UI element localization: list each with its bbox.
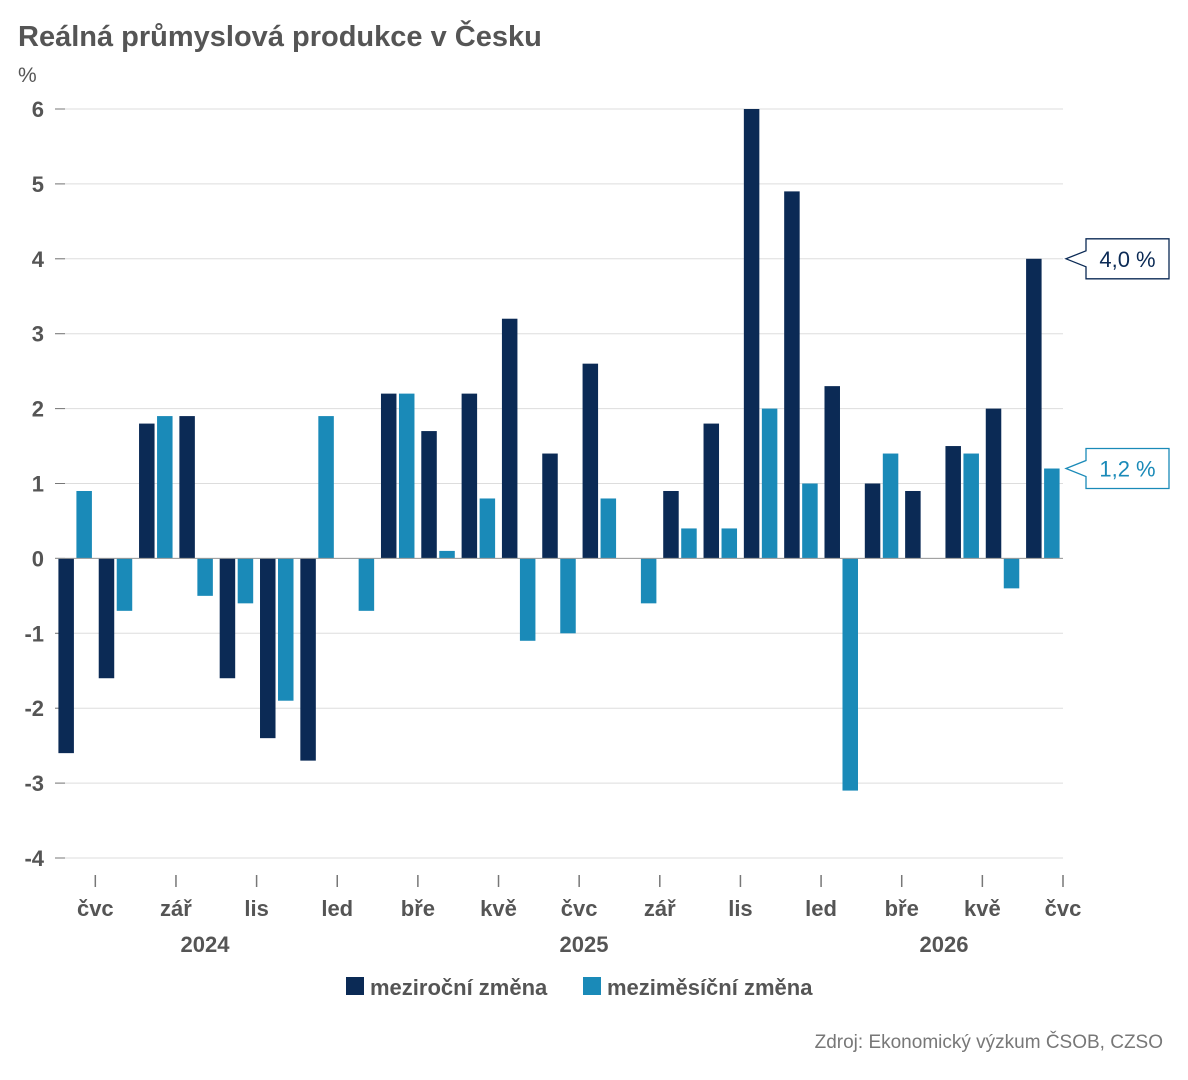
bar-yoy xyxy=(260,558,276,739)
x-tick-label: lis xyxy=(244,896,268,921)
callout-yoy-label: 4,0 % xyxy=(1099,247,1155,272)
x-tick-label: kvě xyxy=(480,896,517,921)
legend-label-yoy: meziroční změna xyxy=(370,975,548,1000)
x-tick-label: zář xyxy=(644,896,676,921)
x-tick-label: čvc xyxy=(561,896,598,921)
bar-yoy xyxy=(743,109,760,559)
bar-mom xyxy=(600,498,617,559)
bar-yoy xyxy=(945,446,961,559)
bar-mom xyxy=(157,416,173,559)
legend: meziroční změna meziměsíční změna xyxy=(346,975,813,1000)
y-tick-label: 2 xyxy=(32,397,44,422)
bar-mom xyxy=(560,558,576,634)
bar-yoy xyxy=(58,558,74,754)
y-tick-label: 1 xyxy=(32,472,44,497)
bar-yoy xyxy=(985,408,1002,559)
x-tick-label: led xyxy=(805,896,837,921)
y-tick-label: 3 xyxy=(32,322,44,347)
x-tick-label: bře xyxy=(885,896,919,921)
bar-mom xyxy=(963,453,979,559)
bar-yoy xyxy=(421,431,437,559)
callout-yoy: 4,0 % xyxy=(1064,238,1170,280)
bar-yoy xyxy=(784,191,800,559)
bar-mom xyxy=(398,393,415,559)
bar-yoy xyxy=(582,363,599,559)
bar-mom xyxy=(116,558,133,611)
y-tick-label: 4 xyxy=(32,247,45,272)
bar-yoy xyxy=(542,453,558,559)
bar-yoy xyxy=(179,416,195,559)
bar-mom xyxy=(1003,558,1020,589)
callout-mom-box xyxy=(1064,447,1170,490)
bars xyxy=(58,109,1060,791)
bar-mom xyxy=(197,558,213,596)
legend-label-mom: meziměsíční změna xyxy=(607,975,813,1000)
x-axis: čvc zář lis led bře kvě čvc zář lis led bře kvě čvc 2… xyxy=(77,875,1081,957)
callout-mom: 1,2 % xyxy=(1064,447,1170,490)
bar-mom xyxy=(882,453,899,559)
bar-mom xyxy=(640,558,657,604)
x-tick-label: led xyxy=(321,896,353,921)
y-tick-label: 0 xyxy=(32,546,44,571)
bar-yoy xyxy=(98,558,115,679)
bar-yoy xyxy=(300,558,316,761)
bar-yoy xyxy=(864,483,881,559)
y-axis-unit: % xyxy=(18,64,37,87)
bar-yoy xyxy=(1026,258,1042,559)
y-tick-label: 6 xyxy=(32,97,44,122)
bar-mom xyxy=(358,558,375,611)
bar-yoy xyxy=(501,318,518,559)
chart-title: Reálná průmyslová produkce v Česku xyxy=(18,19,542,53)
legend-swatch-mom xyxy=(583,977,601,995)
bar-mom xyxy=(278,558,294,701)
source-note: Zdroj: Ekonomický výzkum ČSOB, CZSO xyxy=(815,1031,1163,1053)
x-tick-label: čvc xyxy=(77,896,114,921)
y-tick-label: -3 xyxy=(24,771,44,796)
bar-mom xyxy=(237,558,254,604)
y-tick-label: -1 xyxy=(24,621,44,646)
y-tick-label: 5 xyxy=(32,172,44,197)
gridlines xyxy=(55,108,1063,859)
bar-mom xyxy=(519,558,536,641)
bar-mom xyxy=(681,528,697,559)
bar-yoy xyxy=(219,558,236,679)
bar-mom xyxy=(1044,468,1060,559)
y-tick-label: -4 xyxy=(24,846,44,871)
bar-yoy xyxy=(139,423,155,559)
bar-mom xyxy=(318,416,334,559)
bar-yoy xyxy=(380,393,397,559)
x-tick-label: kvě xyxy=(964,896,1001,921)
bar-mom xyxy=(479,498,496,559)
bar-yoy xyxy=(663,490,679,559)
bar-yoy xyxy=(703,423,720,559)
x-tick-label: čvc xyxy=(1045,896,1082,921)
callouts: 4,0 % 1,2 % xyxy=(1064,238,1170,490)
year-label: 2024 xyxy=(181,932,231,957)
x-tick-label: bře xyxy=(401,896,435,921)
bar-yoy xyxy=(905,490,921,559)
year-label: 2026 xyxy=(920,932,969,957)
bar-mom xyxy=(76,490,92,559)
bar-mom xyxy=(761,408,778,559)
legend-swatch-yoy xyxy=(346,977,364,995)
callout-mom-label: 1,2 % xyxy=(1099,457,1155,482)
y-tick-label: -2 xyxy=(24,696,44,721)
bar-yoy xyxy=(461,393,478,559)
bar-mom xyxy=(802,483,818,559)
x-tick-label: lis xyxy=(728,896,752,921)
bar-mom xyxy=(439,550,455,559)
bar-yoy xyxy=(824,386,840,559)
year-label: 2025 xyxy=(560,932,609,957)
x-tick-label: zář xyxy=(160,896,192,921)
callout-yoy-box xyxy=(1064,238,1170,280)
bar-mom xyxy=(721,528,738,559)
y-tick-labels: 6 5 4 3 2 1 0 -1 -2 -3 -4 xyxy=(24,97,44,871)
bar-mom xyxy=(842,558,858,791)
